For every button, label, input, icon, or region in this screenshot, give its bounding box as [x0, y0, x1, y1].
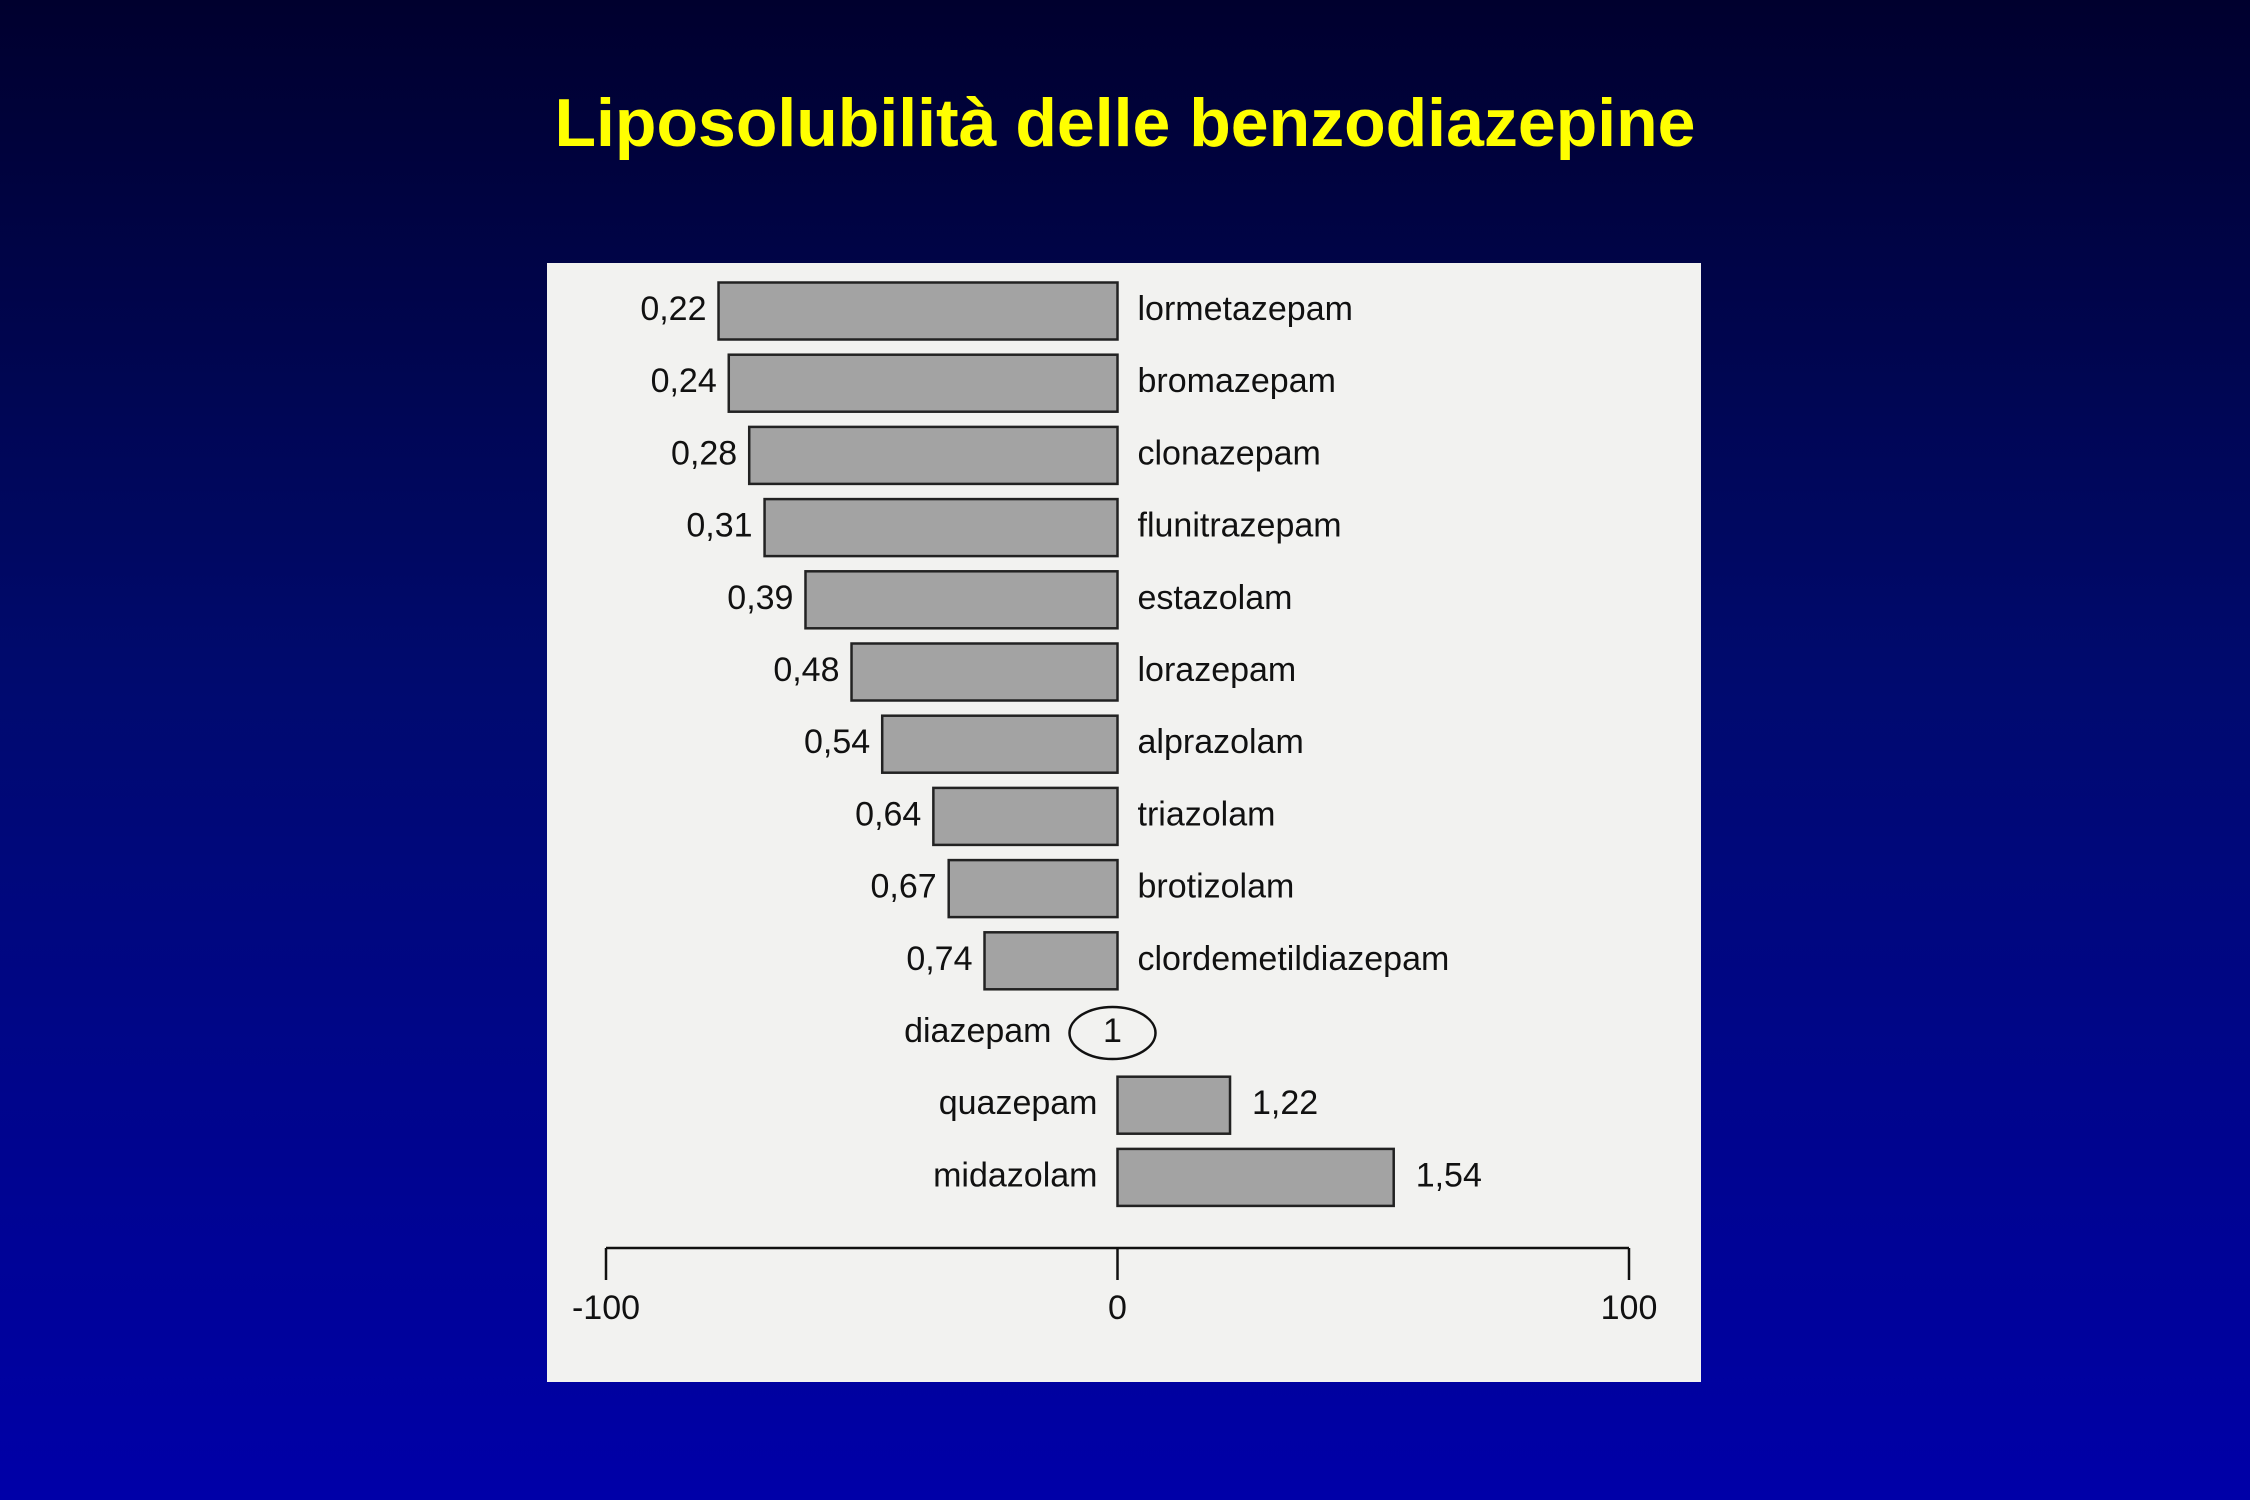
- slide-title: Liposolubilità delle benzodiazepine: [554, 85, 1696, 161]
- category-label: lormetazepam: [1138, 290, 1353, 328]
- bar: [747, 425, 1119, 486]
- category-label: estazolam: [1138, 579, 1293, 617]
- category-label: triazolam: [1138, 795, 1276, 833]
- x-tick-label: 0: [1108, 1289, 1127, 1327]
- category-label: clonazepam: [1138, 434, 1321, 472]
- category-label: lorazepam: [1138, 651, 1297, 689]
- bar: [850, 642, 1119, 702]
- bar: [1116, 1147, 1395, 1208]
- x-tick-label: -100: [572, 1289, 640, 1327]
- value-label: 0,74: [906, 940, 972, 978]
- value-label: 0,22: [640, 290, 706, 328]
- category-label: flunitrazepam: [1138, 507, 1342, 545]
- category-label: bromazepam: [1138, 362, 1336, 400]
- chart-panel: [547, 263, 1701, 1382]
- value-label: 0,24: [651, 362, 717, 400]
- value-label: 0,28: [671, 434, 737, 472]
- bar: [804, 570, 1119, 630]
- value-label: 1,22: [1252, 1084, 1318, 1122]
- category-label: brotizolam: [1138, 868, 1295, 906]
- category-label: midazolam: [933, 1156, 1097, 1194]
- bar: [717, 281, 1119, 341]
- category-label: diazepam: [904, 1012, 1051, 1050]
- value-label: 1: [1103, 1012, 1122, 1050]
- x-tick-label: 100: [1601, 1289, 1658, 1327]
- value-label: 0,31: [686, 507, 752, 545]
- bar: [727, 353, 1119, 413]
- reference-marker: [1068, 1005, 1157, 1061]
- bar: [880, 714, 1119, 774]
- category-label: clordemetildiazepam: [1138, 940, 1450, 978]
- category-label: quazepam: [939, 1084, 1098, 1122]
- value-label: 0,54: [804, 723, 870, 761]
- value-label: 0,64: [855, 795, 921, 833]
- value-label: 0,39: [727, 579, 793, 617]
- bar: [932, 786, 1119, 847]
- value-label: 0,48: [773, 651, 839, 689]
- value-label: 1,54: [1416, 1156, 1482, 1194]
- category-label: alprazolam: [1138, 723, 1304, 761]
- bar: [1116, 1075, 1232, 1135]
- bar: [763, 497, 1119, 558]
- bar: [983, 931, 1119, 991]
- value-label: 0,67: [871, 868, 937, 906]
- bar: [947, 858, 1119, 919]
